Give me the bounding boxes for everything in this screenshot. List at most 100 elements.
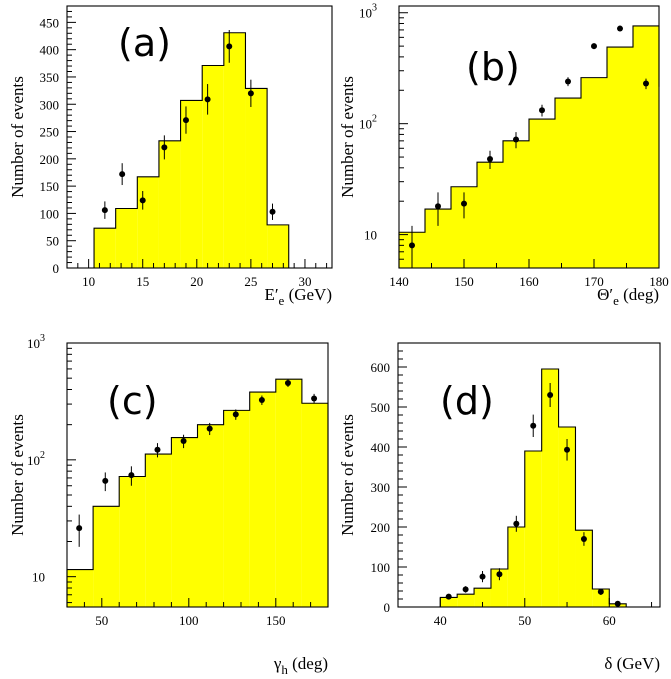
histogram-bar xyxy=(275,379,302,607)
x-axis-label: γh (deg) xyxy=(273,654,328,677)
x-axis-label: E′e (GeV) xyxy=(264,285,332,308)
data-point xyxy=(513,136,519,143)
histogram-bar xyxy=(575,530,593,607)
histogram-bar xyxy=(555,98,581,268)
y-tick-label: 250 xyxy=(40,125,60,140)
data-point xyxy=(161,144,168,151)
histogram-bar xyxy=(202,65,224,268)
data-point xyxy=(76,525,83,532)
histogram-bar xyxy=(158,140,181,268)
histogram-bar xyxy=(474,588,491,607)
data-point xyxy=(119,171,126,178)
y-tick-label: 200 xyxy=(40,152,60,167)
histogram-outline xyxy=(93,32,290,268)
data-point xyxy=(409,242,415,249)
histogram-bar xyxy=(223,410,250,607)
x-tick-label: 50 xyxy=(518,613,531,628)
data-point xyxy=(182,117,189,124)
x-tick-label: 180 xyxy=(649,274,669,289)
x-axis-label: Θ′e (deg) xyxy=(597,285,659,308)
panel-b: 140 150 160 170 180 10 102 103 Number of events Θ… xyxy=(338,3,669,308)
histogram-bar xyxy=(249,392,276,607)
histogram-outline xyxy=(66,378,329,607)
data-point xyxy=(284,379,291,386)
x-tick-label: 60 xyxy=(603,613,616,628)
histogram-bar xyxy=(457,594,475,607)
data-point xyxy=(258,397,265,404)
x-tick-label: 50 xyxy=(95,613,108,628)
panel-a: 10 15 20 25 30050100150200250300350400450Num… xyxy=(8,5,333,308)
y-tick-label: 350 xyxy=(40,70,60,85)
data-point xyxy=(617,25,623,32)
histogram-bar xyxy=(529,119,555,268)
data-point xyxy=(206,425,213,432)
x-tick-label: 160 xyxy=(519,274,539,289)
histogram-bar xyxy=(197,424,224,607)
histogram-bar xyxy=(145,454,172,607)
histogram-bar xyxy=(267,224,289,268)
x-tick-label: 150 xyxy=(266,613,286,628)
plot-frame xyxy=(66,342,329,608)
y-tick-label: 10 xyxy=(364,228,377,243)
y-tick-label: 0 xyxy=(384,600,391,615)
y-tick-label: 500 xyxy=(371,400,391,415)
data-point xyxy=(102,477,109,484)
histogram-bar xyxy=(93,506,120,607)
data-point xyxy=(247,90,254,97)
y-tick-label: 300 xyxy=(371,480,391,495)
x-tick-label: 140 xyxy=(389,274,409,289)
histogram-bar xyxy=(503,140,529,268)
y-tick-label: 103 xyxy=(359,3,377,21)
x-tick-label: 170 xyxy=(584,274,604,289)
data-point xyxy=(614,600,621,607)
histogram-bar xyxy=(607,47,633,268)
y-tick-label: 400 xyxy=(371,440,391,455)
histogram-bar xyxy=(592,589,610,607)
y-tick-label: 450 xyxy=(40,15,60,30)
y-axis-label: Number of events xyxy=(338,414,357,536)
data-point xyxy=(435,203,441,210)
data-point xyxy=(226,43,233,50)
y-tick-label: 103 xyxy=(27,333,45,351)
y-tick-label: 100 xyxy=(371,560,391,575)
histogram-bar xyxy=(115,208,138,268)
data-point xyxy=(180,437,187,444)
x-tick-label: 10 xyxy=(82,274,95,289)
data-point xyxy=(154,446,161,453)
histogram-bar xyxy=(440,597,458,607)
x-tick-label: 150 xyxy=(454,274,474,289)
y-axis-label: Number of events xyxy=(8,76,27,198)
panel-tag: (d) xyxy=(440,379,494,423)
y-tick-label: 200 xyxy=(371,520,391,535)
x-tick-label: 100 xyxy=(179,613,199,628)
histogram-bar xyxy=(541,369,559,607)
y-tick-label: 100 xyxy=(40,206,60,221)
histogram-bar xyxy=(223,32,246,268)
x-tick-label: 20 xyxy=(190,274,203,289)
data-point xyxy=(547,392,554,398)
histogram-bar xyxy=(633,25,659,268)
histogram-bar xyxy=(94,228,116,268)
y-tick-label: 10 xyxy=(32,570,45,585)
data-point xyxy=(204,96,211,103)
data-point xyxy=(564,446,571,453)
y-tick-label: 150 xyxy=(40,179,60,194)
data-point xyxy=(496,571,503,578)
y-tick-label: 102 xyxy=(359,114,377,132)
histogram-bar xyxy=(524,451,542,607)
histogram-bar xyxy=(245,88,268,268)
x-tick-label: 30 xyxy=(298,274,311,289)
panel-tag: (a) xyxy=(118,21,171,65)
plot-frame xyxy=(397,342,661,608)
data-point xyxy=(565,78,571,85)
y-axis-label: Number of events xyxy=(338,76,357,198)
data-point xyxy=(101,207,108,214)
data-point xyxy=(269,208,276,215)
y-tick-label: 400 xyxy=(40,43,60,58)
data-point xyxy=(591,43,597,50)
data-point xyxy=(128,472,135,479)
histogram-bar xyxy=(507,527,525,607)
data-point xyxy=(643,80,649,87)
